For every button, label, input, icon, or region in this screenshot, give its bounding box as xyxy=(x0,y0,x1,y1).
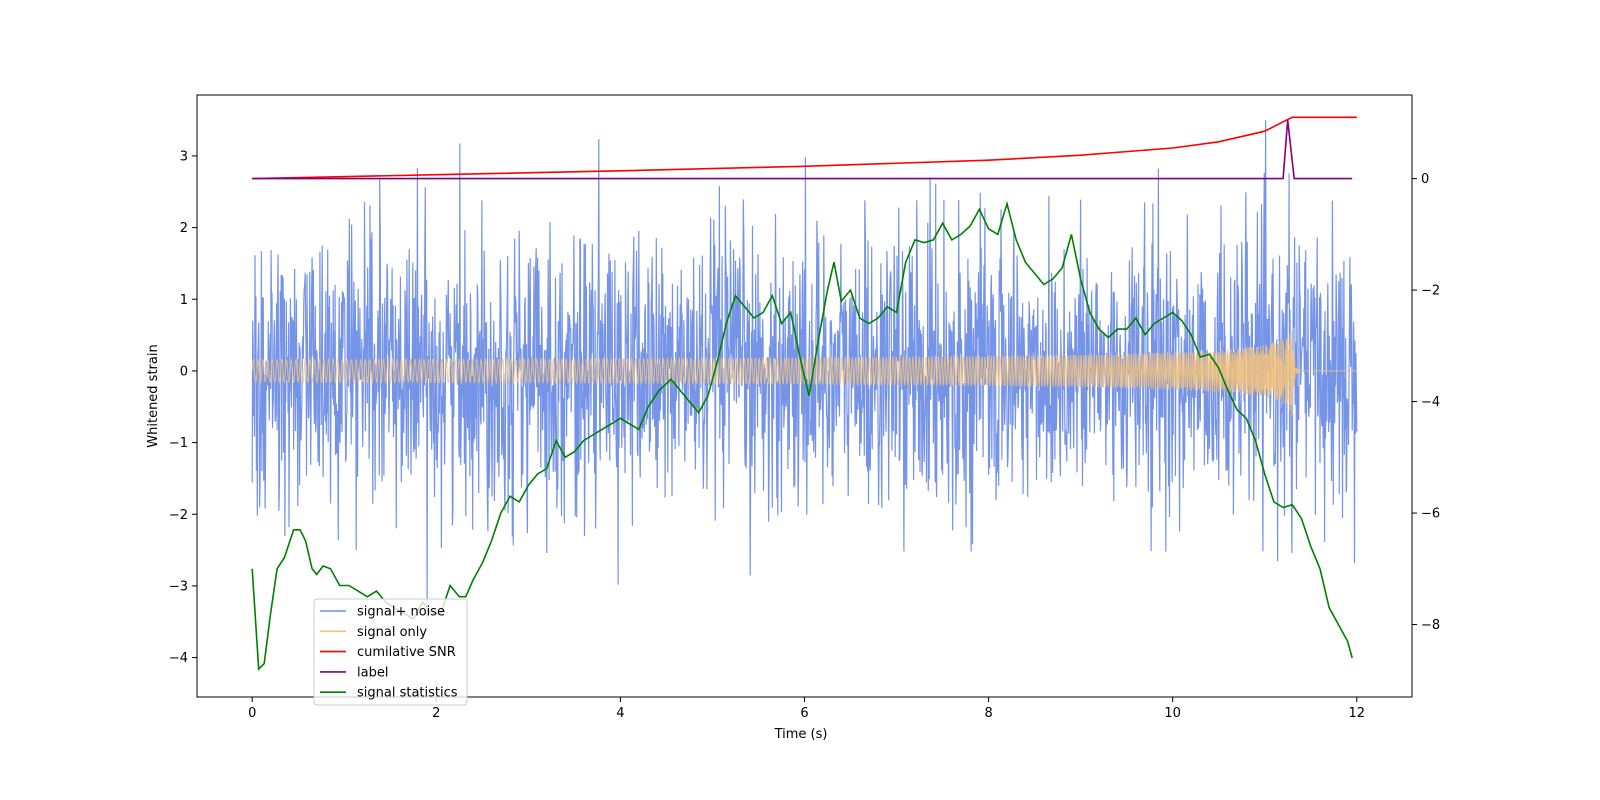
y-axis-label: Whitened strain xyxy=(146,344,161,447)
y-tick-label: −1 xyxy=(169,436,188,451)
y-tick-label: 2 xyxy=(180,221,188,236)
x-tick-label: 12 xyxy=(1348,706,1365,721)
x-tick-label: 6 xyxy=(800,706,808,721)
x-tick-label: 8 xyxy=(984,706,992,721)
legend-box xyxy=(313,598,468,706)
y2-tick-label: 0 xyxy=(1421,172,1429,187)
y2-tick-label: −8 xyxy=(1421,618,1440,633)
legend-label-signal-only: signal only xyxy=(357,625,427,640)
y2-tick-label: −6 xyxy=(1421,507,1440,522)
y2-axis: −8 −6 −4 −2 0 xyxy=(1412,172,1440,633)
legend: signal+ noise signal only cumilative SNR la… xyxy=(313,598,468,706)
x-tick-label: 4 xyxy=(616,706,624,721)
legend-label-signal-statistics: signal statistics xyxy=(357,686,458,701)
series-label xyxy=(252,120,1353,180)
series-signal-only xyxy=(251,331,1357,415)
y-tick-label: 1 xyxy=(180,293,188,308)
x-axis-label: Time (s) xyxy=(774,727,828,742)
y-axis: −4 −3 −2 −1 0 1 2 3 xyxy=(169,149,197,666)
y2-tick-label: −4 xyxy=(1421,395,1440,410)
y2-tick-label: −2 xyxy=(1421,284,1440,299)
legend-label-cumilative-snr: cumilative SNR xyxy=(357,645,456,660)
legend-label-label: label xyxy=(357,665,388,680)
x-tick-label: 10 xyxy=(1164,706,1181,721)
y-tick-label: −3 xyxy=(169,579,188,594)
y-tick-label: 3 xyxy=(180,149,188,164)
y-tick-label: 0 xyxy=(180,364,188,379)
y-tick-label: −4 xyxy=(169,651,188,666)
x-tick-label: 0 xyxy=(248,706,256,721)
series-cumilative-snr xyxy=(252,116,1357,180)
legend-label-signal-noise: signal+ noise xyxy=(357,605,445,620)
y-tick-label: −2 xyxy=(169,508,188,523)
series-layer xyxy=(251,116,1358,671)
x-tick-label: 2 xyxy=(432,706,440,721)
series-signal-noise xyxy=(251,120,1358,621)
